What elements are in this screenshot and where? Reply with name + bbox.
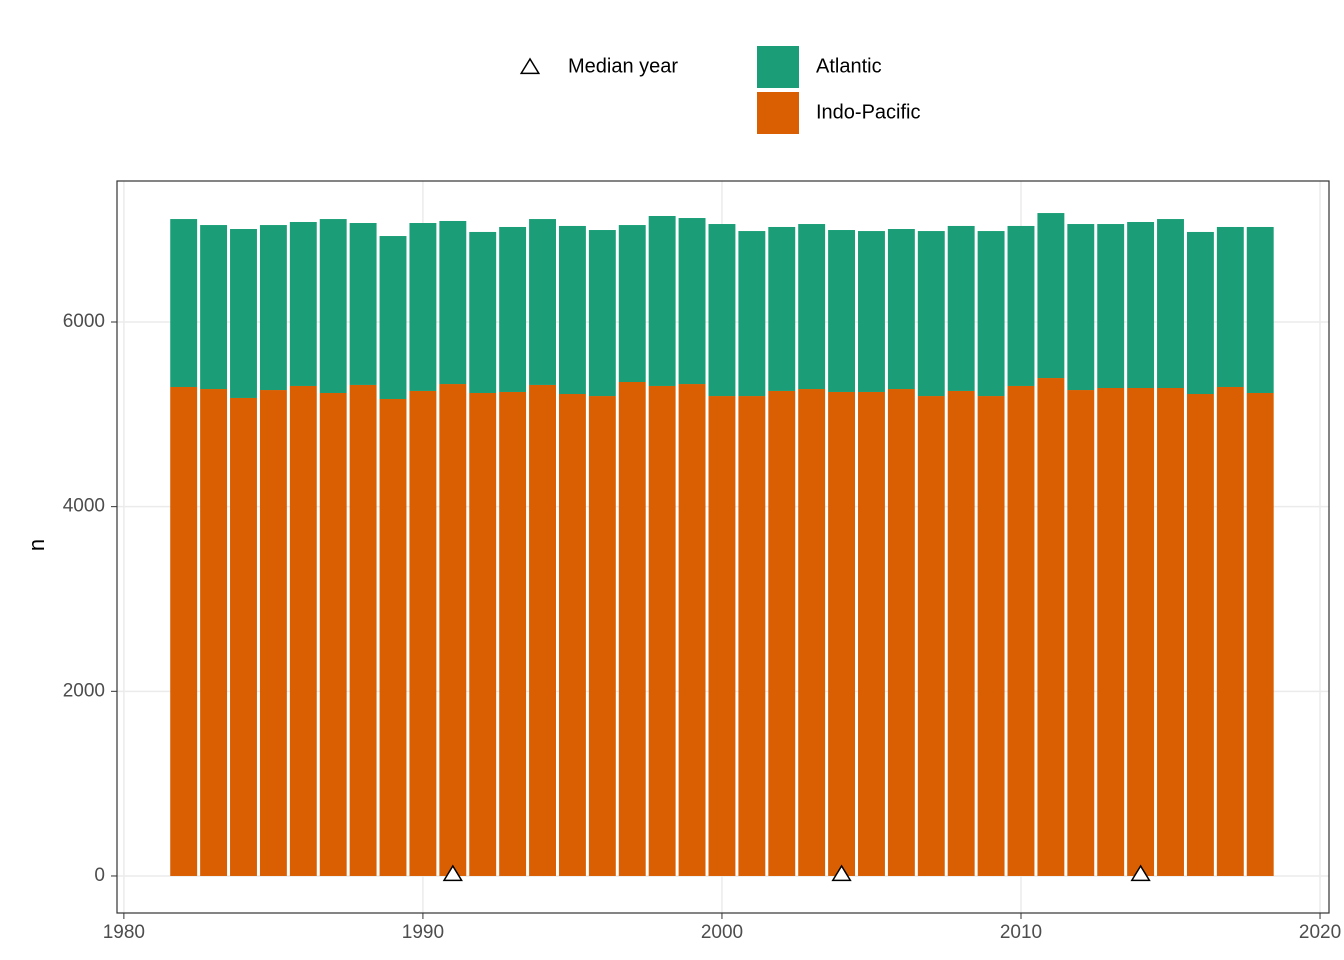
bar-segment <box>529 384 556 876</box>
y-axis-label: n <box>24 539 49 551</box>
x-tick-label: 1990 <box>402 922 444 943</box>
bar-segment <box>319 392 347 876</box>
bar-segment <box>1067 224 1095 391</box>
legend-label: Indo-Pacific <box>816 101 921 123</box>
bar-segment <box>1246 226 1274 393</box>
bar-segment <box>409 390 437 876</box>
bar-segment <box>1097 224 1125 389</box>
bar-segment <box>708 224 736 397</box>
bar-segment <box>529 219 556 385</box>
bar-segment <box>648 215 676 386</box>
legend-label: Atlantic <box>816 55 882 77</box>
bar-segment <box>200 389 228 876</box>
bar-segment <box>289 385 317 876</box>
bar-segment <box>798 389 826 876</box>
bar-segment <box>1157 388 1184 876</box>
bar-segment <box>200 225 228 390</box>
bar-segment <box>798 224 826 390</box>
y-tick-label: 4000 <box>63 496 105 517</box>
bar-segment <box>917 231 945 397</box>
bar-segment <box>170 386 198 876</box>
bar-segment <box>588 230 616 397</box>
bar-segment <box>469 392 497 876</box>
bar-segment <box>977 231 1005 397</box>
x-tick-label: 1980 <box>103 922 145 943</box>
bar-segment <box>1037 213 1065 379</box>
bar-segment <box>349 384 377 876</box>
bar-segment <box>828 230 856 392</box>
y-tick-label: 6000 <box>63 311 105 332</box>
bar-segment <box>1127 388 1155 876</box>
bar-segment <box>1007 385 1035 876</box>
bar-segment <box>947 225 975 391</box>
bar-segment <box>768 226 796 391</box>
bar-segment <box>379 398 407 876</box>
median-marker <box>831 864 852 882</box>
bar-segment <box>1127 221 1155 389</box>
x-tick-label: 2010 <box>1000 922 1042 943</box>
bar-segment <box>1246 392 1274 876</box>
median-marker <box>1130 864 1151 882</box>
bar-segment <box>1157 219 1184 389</box>
bar-segment <box>319 219 347 393</box>
bar-segment <box>887 229 915 390</box>
bar-segment <box>409 223 437 391</box>
bar-segment <box>618 225 646 383</box>
bar-segment <box>230 229 257 398</box>
bar-segment <box>259 225 287 391</box>
bar-segment <box>648 385 676 876</box>
bar-segment <box>738 396 766 876</box>
bar-segment <box>1216 386 1244 876</box>
bar-segment <box>349 223 377 385</box>
panel-border <box>116 180 1330 914</box>
legend-key <box>757 46 799 88</box>
x-tick-label: 2020 <box>1299 922 1341 943</box>
bar-segment <box>230 397 257 876</box>
bar-segment <box>618 382 646 876</box>
bar-segment <box>259 390 287 876</box>
bar-segment <box>678 218 706 385</box>
bar-segment <box>499 391 527 876</box>
y-tick-label: 0 <box>94 865 105 886</box>
bar-segment <box>858 391 885 876</box>
bar-segment <box>1216 226 1244 387</box>
bar-segment <box>1067 390 1095 876</box>
bar-segment <box>170 219 198 387</box>
bar-segment <box>499 226 527 392</box>
bar-segment <box>558 394 586 876</box>
bar-segment <box>1097 388 1125 876</box>
legend-key <box>519 57 541 75</box>
bar-segment <box>828 391 856 876</box>
bar-segment <box>439 384 467 876</box>
bar-segment <box>708 396 736 876</box>
bar-segment <box>768 390 796 876</box>
bar-segment <box>1037 378 1065 876</box>
bar-segment <box>588 396 616 876</box>
legend-label: Median year <box>568 55 678 77</box>
bar-segment <box>439 220 467 385</box>
bar-segment <box>379 236 407 399</box>
bar-segment <box>977 396 1005 876</box>
median-marker <box>442 864 463 882</box>
bar-segment <box>289 221 317 386</box>
x-tick-label: 2000 <box>701 922 743 943</box>
y-tick-label: 2000 <box>63 680 105 701</box>
bar-segment <box>1007 225 1035 386</box>
bar-segment <box>887 389 915 876</box>
bar-segment <box>1186 394 1214 876</box>
bar-segment <box>678 384 706 876</box>
bar-segment <box>1186 231 1214 395</box>
bar-segment <box>917 396 945 876</box>
bar-segment <box>947 390 975 876</box>
bar-segment <box>469 231 497 393</box>
legend-key <box>757 92 799 134</box>
bar-segment <box>558 225 586 395</box>
bar-segment <box>858 231 885 392</box>
bar-segment <box>738 231 766 397</box>
